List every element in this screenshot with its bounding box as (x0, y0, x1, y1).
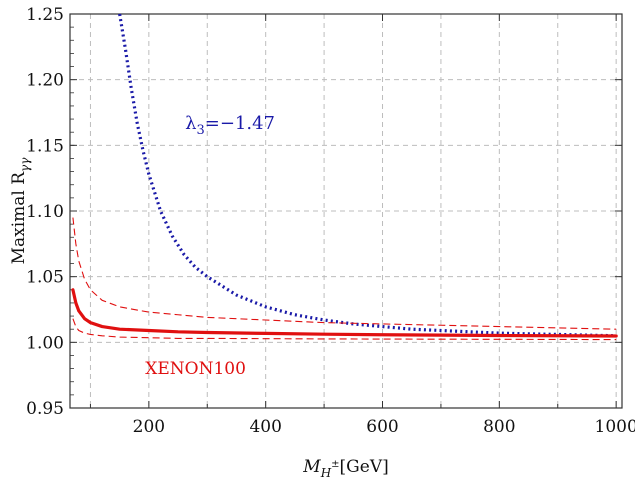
x-tick-label: 600 (366, 417, 398, 437)
y-tick-label: 1.25 (26, 5, 64, 25)
series-line-dashed-3 (72, 318, 617, 341)
x-tick-label: 400 (249, 417, 281, 437)
x-tick-label: 200 (133, 417, 165, 437)
x-tick-label: 800 (483, 417, 515, 437)
ticks (70, 13, 622, 409)
y-tick-label: 1.10 (26, 202, 64, 222)
series-group (71, 13, 618, 341)
y-tick-label: 1.00 (26, 333, 64, 353)
y-tick-label: 1.15 (26, 136, 64, 156)
series-line-dotted-0 (118, 13, 617, 338)
y-axis-title: Maximal Rγγ (9, 157, 32, 265)
tick-labels: 200 400 600 800 1000 0.95 1.00 1.05 1.10 1.15 1.20… (26, 5, 635, 437)
y-tick-label: 0.95 (26, 399, 64, 419)
x-tick-label: 1000 (595, 417, 635, 437)
y-tick-label: 1.20 (26, 71, 64, 91)
series-line-solid-1 (71, 288, 618, 338)
annotation-xenon100: XENON100 (145, 359, 246, 379)
x-axis-title: MH±[GeV] (302, 457, 388, 479)
annotation-lambda3: λ3=−1.47 (185, 113, 275, 138)
y-tick-label: 1.05 (26, 268, 64, 288)
grid (70, 13, 622, 409)
series-line-dashed-2 (72, 217, 617, 330)
